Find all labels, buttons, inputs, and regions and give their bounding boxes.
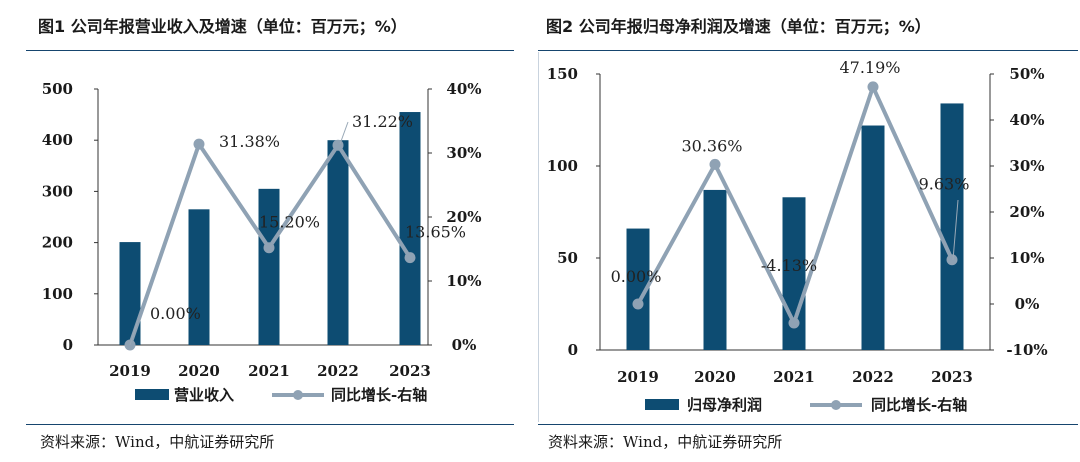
- bar: [861, 125, 885, 351]
- figure-title: 图1 公司年报营业收入及增速（单位：百万元；%）: [38, 17, 407, 36]
- growth-point: [867, 81, 879, 93]
- bar: [119, 242, 141, 345]
- y-tick-label-left: 100: [42, 285, 73, 303]
- growth-point: [404, 252, 416, 264]
- growth-point: [263, 242, 275, 254]
- y-tick-label-right: 30%: [1009, 157, 1044, 175]
- y-tick-label-right: 50%: [1009, 65, 1044, 83]
- data-label: 0.00%: [611, 267, 662, 286]
- source-rule: [538, 424, 1078, 425]
- title-rule: [538, 50, 1078, 51]
- growth-point: [632, 298, 644, 310]
- bar: [940, 103, 964, 350]
- data-label: 31.38%: [219, 132, 280, 151]
- data-label: -4.13%: [761, 256, 817, 275]
- revenue-chart: 0 100 200 300 400 500 0% 10% 20% 30% 40% 2019 2020 20…: [42, 80, 482, 404]
- legend-bar-label: 营业收入: [174, 386, 234, 404]
- growth-point: [788, 317, 800, 329]
- bar: [188, 209, 210, 345]
- bar: [399, 112, 421, 345]
- figure-title: 图2 公司年报归母净利润及增速（单位：百万元；%）: [546, 17, 931, 36]
- legend-bar-swatch: [645, 399, 679, 410]
- data-label: 30.36%: [681, 136, 742, 155]
- y-tick-label-left: 100: [547, 157, 578, 175]
- source-note: 资料来源：Wind，中航证券研究所: [40, 433, 275, 451]
- y-tick-label-right: 20%: [1009, 203, 1044, 221]
- y-tick-label-left: 500: [42, 80, 73, 98]
- growth-point: [946, 254, 958, 266]
- x-tick-label: 2019: [109, 362, 151, 380]
- legend-bar-label: 归母净利润: [687, 396, 762, 414]
- growth-point: [709, 158, 721, 170]
- y-tick-label-left: 400: [42, 131, 73, 149]
- y-tick-label-right: 30%: [446, 144, 481, 162]
- chart-panel-net-profit: 图2 公司年报归母净利润及增速（单位：百万元；%） 0 50 100 150 -10% 0…: [538, 0, 1080, 462]
- y-tick-label-right: 10%: [1009, 249, 1044, 267]
- y-tick-label-right: 0%: [1015, 295, 1040, 313]
- growth-point: [332, 139, 344, 151]
- y-tick-label-left: 150: [547, 65, 578, 83]
- growth-point: [193, 138, 205, 150]
- source-note: 资料来源：Wind，中航证券研究所: [548, 433, 783, 451]
- y-tick-label-left: 200: [42, 234, 73, 252]
- data-label: 15.20%: [259, 213, 320, 232]
- label-leader-line: [339, 121, 349, 145]
- x-tick-label: 2021: [773, 368, 815, 386]
- x-tick-label: 2021: [248, 362, 290, 380]
- panel-divider: [538, 52, 539, 422]
- y-tick-label-left: 0: [63, 336, 73, 354]
- y-tick-label-right: 40%: [1009, 111, 1044, 129]
- label-leader-line: [952, 199, 959, 261]
- label-leader-line: [129, 319, 139, 346]
- y-tick-label-left: 0: [568, 341, 578, 359]
- y-tick-label-right: 10%: [446, 272, 481, 290]
- title-rule: [26, 50, 514, 51]
- bar: [703, 189, 727, 350]
- legend-line-marker: [293, 390, 303, 400]
- y-tick-label-right: 40%: [446, 80, 481, 98]
- chart-panel-revenue: 图1 公司年报营业收入及增速（单位：百万元；%） 0 100 200 300 400 50…: [26, 17, 514, 451]
- data-label: 0.00%: [150, 304, 201, 323]
- y-tick-label-right: 20%: [446, 208, 481, 226]
- x-tick-label: 2020: [694, 368, 736, 386]
- y-tick-label-right: 0%: [452, 336, 477, 354]
- x-tick-label: 2022: [317, 362, 359, 380]
- legend-line-label: 同比增长-右轴: [871, 396, 967, 414]
- source-rule: [26, 424, 514, 425]
- x-tick-label: 2022: [852, 368, 894, 386]
- x-tick-label: 2023: [389, 362, 431, 380]
- x-tick-label: 2019: [617, 368, 659, 386]
- bar: [327, 140, 349, 345]
- data-label: 9.63%: [919, 175, 970, 194]
- bar: [626, 228, 650, 350]
- legend-line-marker: [831, 400, 841, 410]
- data-label: 31.22%: [352, 112, 413, 131]
- data-label: 13.65%: [405, 223, 466, 242]
- y-tick-label-left: 300: [42, 182, 73, 200]
- legend-bar-swatch: [135, 389, 169, 400]
- data-label: 47.19%: [839, 58, 900, 77]
- y-tick-label-left: 50: [557, 249, 578, 267]
- bar: [258, 188, 280, 345]
- x-tick-label: 2023: [931, 368, 973, 386]
- net-profit-chart: 0 50 100 150 -10% 0% 10% 20% 30% 40% 50% 2019 2020 20…: [547, 58, 1048, 414]
- y-tick-label-right: -10%: [1006, 341, 1047, 359]
- x-tick-label: 2020: [178, 362, 220, 380]
- legend-line-label: 同比增长-右轴: [331, 386, 427, 404]
